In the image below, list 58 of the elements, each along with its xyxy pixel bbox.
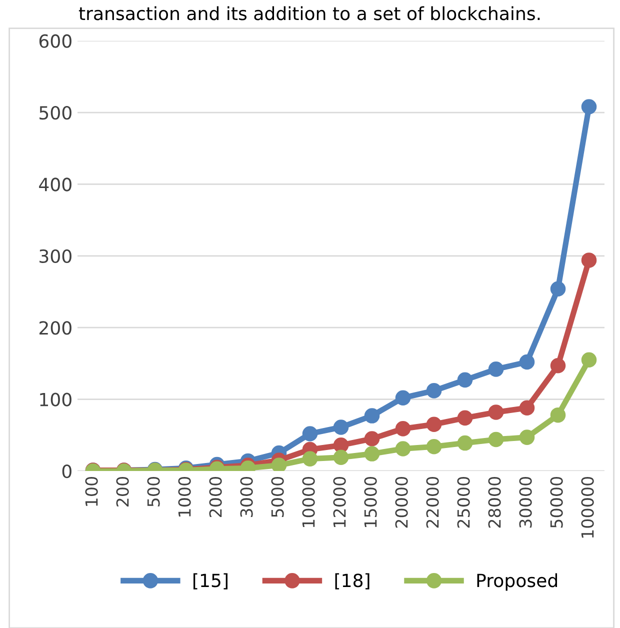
- point: [550, 281, 566, 297]
- point: [364, 431, 380, 446]
- y-tick-label: 600: [39, 34, 72, 48]
- x-tick-label: 100: [85, 476, 98, 506]
- x-tick-label: 500: [147, 476, 160, 506]
- x-tick-label: 22000: [426, 476, 439, 528]
- point: [581, 252, 597, 268]
- point: [364, 408, 380, 424]
- x-tick-label: 28000: [488, 476, 501, 528]
- legend-label: Proposed: [477, 573, 558, 591]
- point: [581, 352, 597, 368]
- point: [426, 438, 442, 454]
- legend-label: [18]: [335, 573, 370, 590]
- x-tick-label: 2000: [209, 476, 222, 518]
- point: [333, 420, 349, 435]
- point: [519, 400, 535, 416]
- point: [364, 446, 380, 462]
- point: [395, 390, 411, 406]
- point: [395, 441, 411, 456]
- point: [333, 438, 349, 453]
- y-tick-label: 400: [39, 178, 72, 192]
- point: [550, 358, 566, 374]
- x-tick-label: 30000: [519, 476, 532, 528]
- point: [519, 354, 535, 370]
- point: [488, 362, 504, 377]
- x-tick-label: 1000: [178, 476, 191, 516]
- x-tick-label: 5000: [271, 476, 284, 517]
- point: [488, 432, 504, 448]
- point: [426, 416, 442, 432]
- x-tick-label: 100000: [581, 476, 594, 538]
- x-tick-label: 3000: [240, 476, 253, 518]
- point: [395, 421, 411, 436]
- point: [302, 451, 318, 466]
- y-tick-label: 500: [40, 106, 72, 120]
- x-tick-label: 12000: [333, 476, 346, 528]
- point: [333, 450, 349, 466]
- point: [426, 383, 442, 398]
- point: [302, 426, 318, 442]
- y-tick-label: 200: [40, 321, 72, 335]
- x-tick-label: 200: [116, 476, 129, 506]
- x-tick-label: 25000: [457, 476, 470, 528]
- x-tick-label: 20000: [395, 476, 408, 528]
- x-tick-label: 15000: [364, 476, 377, 528]
- y-tick-label: 0: [62, 464, 72, 478]
- legend-label: [15]: [194, 573, 228, 590]
- point: [550, 407, 566, 423]
- point: [271, 458, 287, 471]
- text: transaction and its addition to a set of blockchains.: [78, 6, 540, 20]
- x-tick-label: 10000: [302, 476, 315, 528]
- point: [457, 435, 473, 451]
- y-tick-label: 100: [40, 392, 72, 406]
- y-tick-label: 300: [40, 249, 72, 264]
- point: [581, 99, 597, 114]
- point: [519, 430, 535, 445]
- x-tick-label: 50000: [550, 476, 563, 528]
- point: [457, 372, 473, 388]
- point: [457, 410, 473, 426]
- point: [488, 404, 504, 420]
